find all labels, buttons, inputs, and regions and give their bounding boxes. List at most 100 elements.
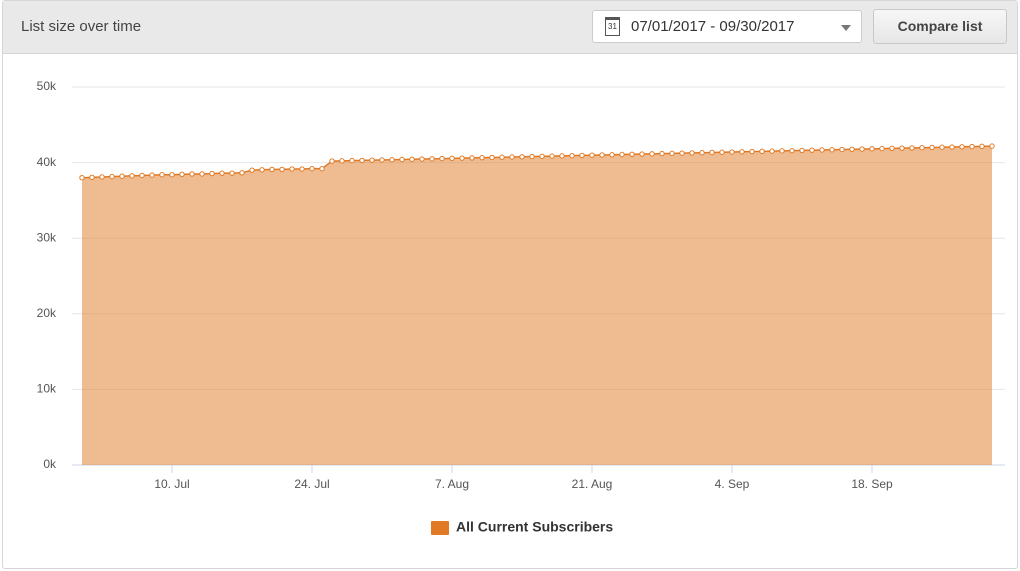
- data-point: [489, 154, 495, 161]
- data-point: [229, 170, 235, 176]
- data-point: [549, 153, 555, 159]
- data-point: [269, 166, 275, 173]
- data-point: [989, 143, 995, 149]
- data-point: [399, 156, 405, 163]
- data-point: [479, 154, 485, 161]
- data-point: [119, 173, 125, 179]
- data-point: [799, 147, 805, 154]
- data-point: [359, 157, 365, 164]
- x-tick-label: 4. Sep: [715, 477, 750, 491]
- y-tick-label: 50k: [37, 79, 57, 93]
- data-point: [959, 144, 965, 150]
- data-point: [319, 165, 325, 172]
- data-point: [289, 166, 295, 172]
- area-fill: [82, 146, 992, 465]
- y-tick-label: 20k: [37, 306, 57, 320]
- data-point: [689, 150, 695, 156]
- x-tick-label: 10. Jul: [154, 477, 189, 491]
- data-point: [619, 151, 625, 158]
- data-point: [579, 152, 585, 159]
- data-point: [609, 152, 615, 158]
- data-point: [79, 175, 85, 181]
- data-point: [649, 151, 655, 157]
- y-tick-label: 0k: [43, 457, 57, 471]
- data-point: [409, 156, 415, 162]
- data-point: [889, 145, 895, 152]
- data-point: [439, 155, 445, 162]
- data-point: [249, 167, 255, 173]
- y-tick-label: 30k: [37, 230, 57, 244]
- data-point: [909, 145, 915, 151]
- data-point: [279, 166, 285, 173]
- x-tick-label: 18. Sep: [851, 477, 893, 491]
- data-point: [729, 149, 735, 155]
- data-point: [429, 156, 435, 162]
- x-tick-label: 7. Aug: [435, 477, 469, 491]
- panel-title: List size over time: [21, 18, 142, 35]
- data-point: [869, 146, 875, 152]
- data-point: [699, 149, 705, 156]
- x-tick-label: 21. Aug: [572, 477, 613, 491]
- data-point: [859, 146, 865, 152]
- data-point: [239, 170, 245, 176]
- date-picker[interactable]: 31 07/01/2017 - 09/30/2017: [592, 10, 862, 43]
- data-point: [199, 171, 205, 177]
- data-point: [789, 147, 795, 154]
- data-point: [599, 152, 605, 158]
- data-point: [379, 157, 385, 163]
- x-tick-label: 24. Jul: [294, 477, 329, 491]
- data-point: [189, 171, 195, 177]
- data-point: [129, 173, 135, 179]
- data-point: [669, 150, 675, 157]
- data-point: [949, 144, 955, 150]
- data-point: [539, 153, 545, 160]
- compare-button[interactable]: Compare list: [873, 9, 1007, 44]
- legend-label: All Current Subscribers: [456, 519, 613, 535]
- data-point: [509, 154, 515, 160]
- date-range: 07/01/2017 - 09/30/2017: [631, 18, 795, 35]
- data-point: [459, 155, 465, 161]
- data-point: [719, 149, 725, 155]
- data-point: [849, 146, 855, 152]
- data-point: [899, 145, 905, 151]
- data-point: [879, 145, 885, 152]
- data-point: [709, 149, 715, 156]
- data-point: [939, 144, 945, 150]
- legend-swatch: [431, 521, 449, 535]
- data-point: [109, 173, 115, 180]
- data-point: [259, 167, 265, 173]
- data-point: [639, 151, 645, 157]
- data-point: [149, 172, 155, 178]
- data-point: [559, 153, 565, 159]
- data-point: [839, 146, 845, 153]
- data-point: [299, 166, 305, 172]
- data-point: [969, 143, 975, 150]
- data-point: [369, 157, 375, 163]
- data-point: [829, 147, 835, 153]
- data-point: [419, 156, 425, 162]
- data-point: [919, 145, 925, 151]
- header: List size over time 31 07/01/2017 - 09/3…: [3, 1, 1017, 54]
- data-point: [179, 171, 185, 178]
- data-point: [819, 147, 825, 153]
- data-point: [519, 154, 525, 160]
- data-point: [759, 148, 765, 155]
- data-point: [169, 171, 175, 178]
- data-point: [659, 150, 665, 157]
- data-point: [499, 154, 505, 160]
- data-point: [809, 147, 815, 153]
- data-point: [209, 170, 215, 177]
- data-point: [309, 165, 315, 172]
- data-point: [739, 149, 745, 155]
- calendar-icon: 31: [605, 17, 620, 36]
- data-point: [159, 171, 165, 178]
- data-point: [589, 152, 595, 158]
- data-point: [749, 148, 755, 155]
- data-point: [529, 153, 535, 160]
- data-point: [99, 174, 105, 180]
- data-point: [469, 155, 475, 161]
- data-point: [89, 174, 95, 181]
- dropdown-caret: [841, 25, 851, 31]
